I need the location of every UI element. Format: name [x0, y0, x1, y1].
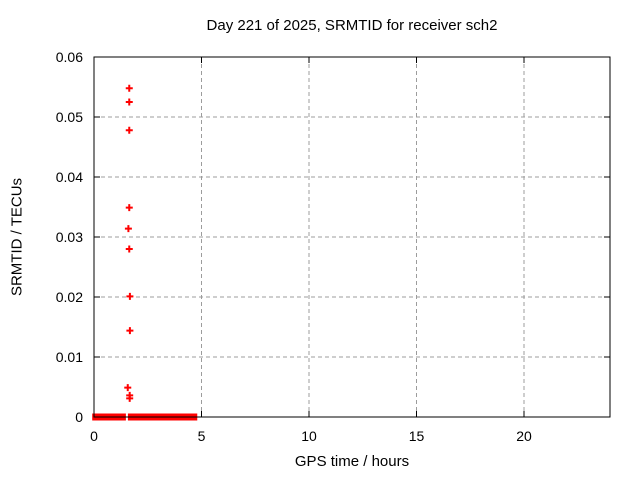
x-tick-label: 20 [516, 428, 532, 444]
y-tick-label: 0.03 [56, 229, 83, 245]
y-tick-label: 0.04 [56, 169, 83, 185]
data-point [126, 292, 134, 300]
x-tick-label: 15 [409, 428, 425, 444]
chart-title: Day 221 of 2025, SRMTID for receiver sch… [206, 17, 498, 34]
x-axis-label: GPS time / hours [294, 453, 410, 470]
y-tick-label: 0.02 [56, 289, 83, 305]
y-tick-label: 0.06 [56, 49, 83, 65]
data-point [126, 327, 134, 335]
x-tick-label: 10 [301, 428, 317, 444]
data-point [125, 245, 133, 253]
data-point [125, 204, 133, 212]
x-tick-label: 5 [198, 428, 206, 444]
data-point [125, 98, 133, 106]
y-tick-label: 0.05 [56, 109, 83, 125]
x-tick-label: 0 [90, 428, 98, 444]
y-axis-label: SRMTID / TECUs [8, 177, 26, 297]
data-point [126, 394, 134, 402]
data-point [124, 384, 132, 392]
data-point [124, 225, 132, 233]
data-point [125, 126, 133, 134]
y-tick-label: 0 [75, 409, 83, 425]
y-tick-label: 0.01 [56, 349, 83, 365]
data-point [125, 84, 133, 92]
